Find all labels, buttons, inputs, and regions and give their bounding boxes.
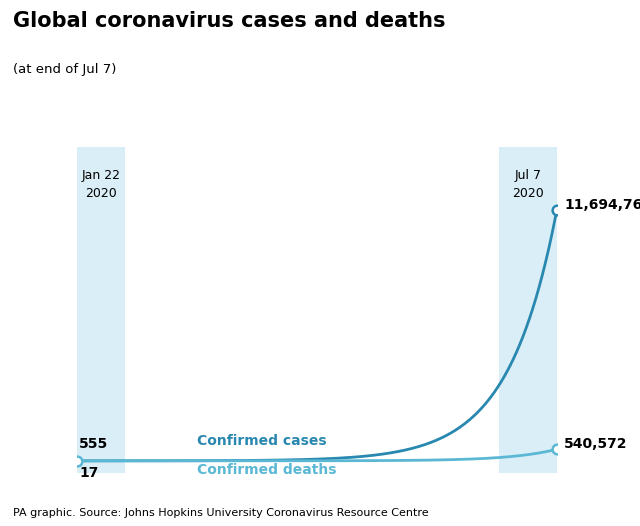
Bar (499, 147, 557, 473)
Text: Global coronavirus cases and deaths: Global coronavirus cases and deaths (13, 11, 445, 31)
Text: 17: 17 (79, 466, 99, 480)
Text: 11,694,766: 11,694,766 (564, 198, 640, 212)
Text: (at end of Jul 7): (at end of Jul 7) (13, 63, 116, 76)
Text: Confirmed cases: Confirmed cases (197, 434, 326, 448)
Text: 540,572: 540,572 (564, 437, 627, 451)
Text: PA graphic. Source: Johns Hopkins University Coronavirus Resource Centre: PA graphic. Source: Johns Hopkins Univer… (13, 508, 428, 518)
Text: 555: 555 (79, 437, 108, 451)
Text: Confirmed deaths: Confirmed deaths (197, 463, 336, 478)
Bar (77, 147, 125, 473)
Text: Jul 7
2020: Jul 7 2020 (512, 169, 544, 200)
Text: Jan 22
2020: Jan 22 2020 (81, 169, 120, 200)
